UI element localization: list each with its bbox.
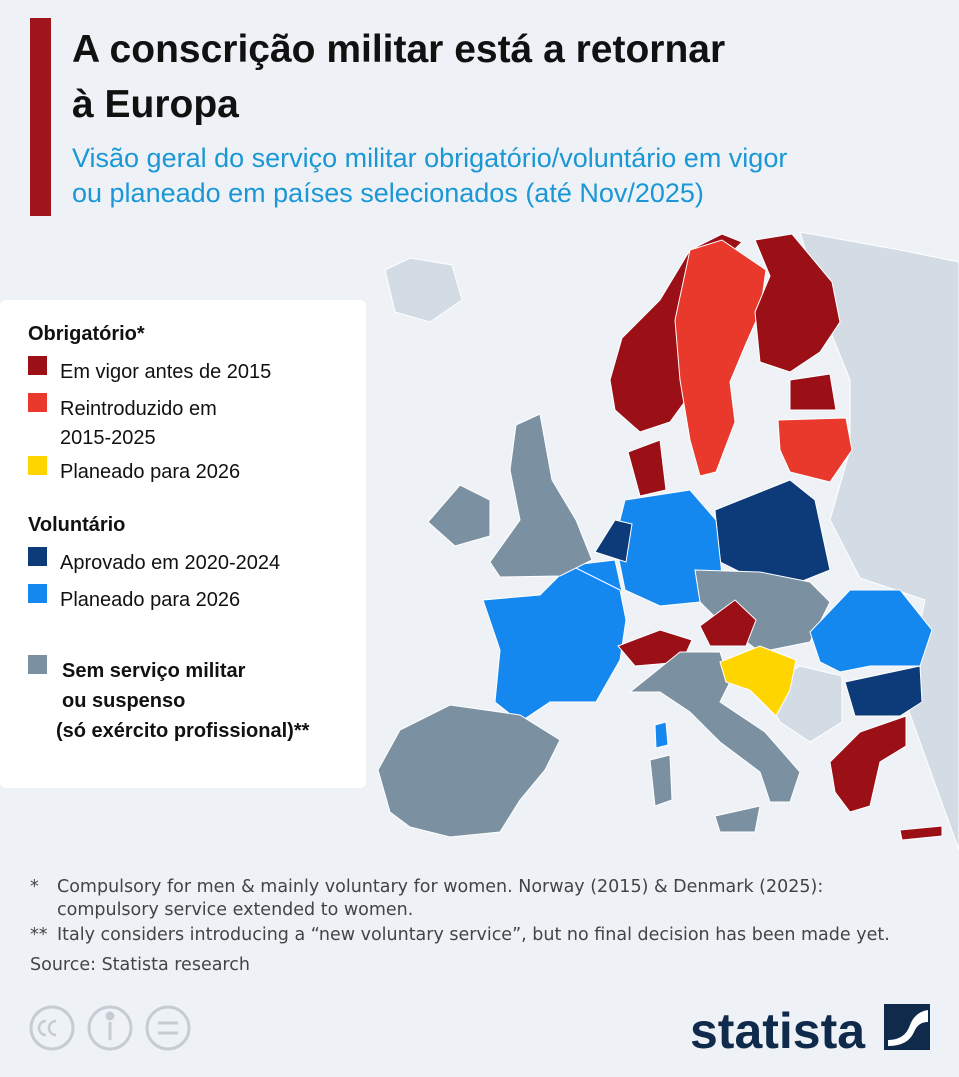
country xyxy=(899,825,943,841)
country xyxy=(627,439,667,497)
map xyxy=(377,231,959,851)
country xyxy=(654,721,669,749)
legend-swatch xyxy=(28,356,47,375)
legend-label: 2015-2025 xyxy=(60,427,156,449)
country xyxy=(694,569,831,653)
legend: Obrigatório* Em vigor antes de 2015 Reintr… xyxy=(28,323,310,742)
legend-label: ou suspenso xyxy=(62,690,185,712)
country xyxy=(649,754,673,807)
country xyxy=(754,233,841,373)
country xyxy=(628,651,801,803)
title: A conscrição militar está a retornar xyxy=(72,28,725,71)
footnote: Italy considers introducing a “new volun… xyxy=(57,925,890,945)
source: Source: Statista research xyxy=(30,955,250,975)
brand-icon xyxy=(884,1004,930,1050)
legend-swatch xyxy=(28,584,47,603)
country xyxy=(777,417,853,483)
country xyxy=(714,805,761,833)
legend-label: Sem serviço militar xyxy=(62,660,246,682)
legend-label: Em vigor antes de 2015 xyxy=(60,361,271,383)
country xyxy=(384,257,463,323)
country xyxy=(674,239,767,477)
footnote: compulsory service extended to women. xyxy=(57,900,413,920)
title: à Europa xyxy=(72,83,239,126)
legend-heading: Obrigatório* xyxy=(28,323,145,345)
country xyxy=(594,519,633,563)
legend-swatch xyxy=(28,393,47,412)
legend-label: Reintroduzido em xyxy=(60,398,217,420)
footnote: Compulsory for men & mainly voluntary fo… xyxy=(57,877,823,897)
country xyxy=(844,665,923,717)
footnote-marker: * xyxy=(30,877,39,897)
country xyxy=(714,479,831,583)
legend-swatch xyxy=(28,456,47,475)
country xyxy=(699,599,757,647)
subtitle: Visão geral do serviço militar obrigatór… xyxy=(72,143,787,173)
accent-bar xyxy=(30,18,51,216)
legend-swatch xyxy=(28,655,47,674)
footnote-marker: ** xyxy=(30,925,48,945)
brand: statista xyxy=(690,1003,866,1059)
legend-label: Aprovado em 2020-2024 xyxy=(60,552,280,574)
country xyxy=(719,645,797,717)
country xyxy=(489,413,593,578)
subtitle: ou planeado em países selecionados (até … xyxy=(72,178,704,208)
country xyxy=(789,373,837,411)
country xyxy=(427,484,491,547)
legend-box xyxy=(0,300,366,788)
license-icons xyxy=(29,1005,191,1051)
legend-swatch xyxy=(28,547,47,566)
country xyxy=(829,715,907,813)
legend-label: Planeado para 2026 xyxy=(60,461,240,483)
legend-label: (só exército profissional)** xyxy=(56,720,310,742)
country xyxy=(377,704,561,838)
legend-heading: Voluntário xyxy=(28,514,125,536)
legend-label: Planeado para 2026 xyxy=(60,589,240,611)
